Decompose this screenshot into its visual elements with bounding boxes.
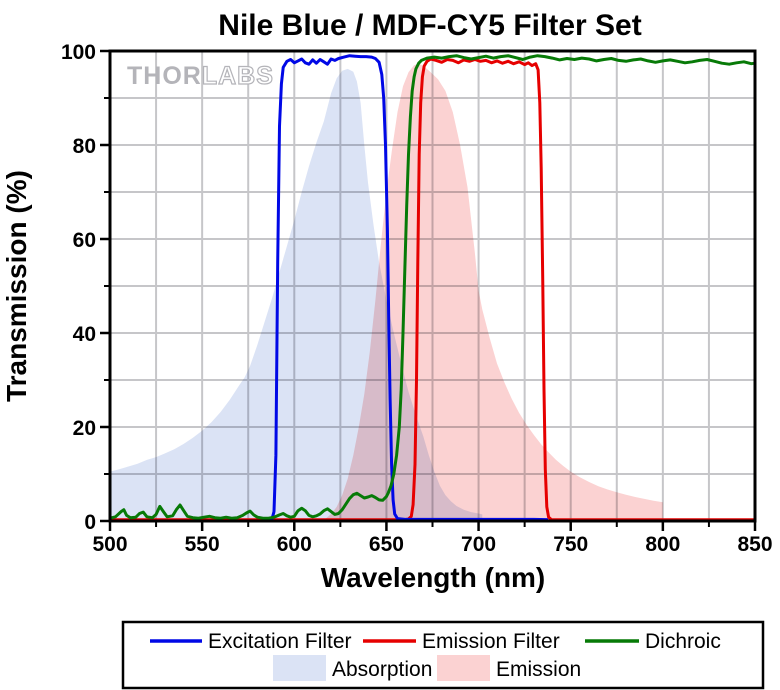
excitation-filter-curve <box>267 54 549 522</box>
dichroic-legend-label: Dichroic <box>645 630 721 653</box>
x-axis-title: Wavelength (nm) <box>321 562 546 593</box>
emission-filter-curve <box>108 57 757 522</box>
emission-area <box>325 63 663 521</box>
y-tick-label: 100 <box>61 41 96 64</box>
x-tick-label: 550 <box>185 533 220 556</box>
absorption-legend-label: Absorption <box>332 658 432 681</box>
x-tick-label: 750 <box>553 533 588 556</box>
y-axis-title: Transmission (%) <box>1 170 32 402</box>
plot-area: 500 550 600 650 700 750 800 850 0 20 40 60 80 100 <box>61 41 773 556</box>
y-tick-label: 0 <box>84 511 96 534</box>
thorlabs-watermark: THORLABS <box>127 62 274 90</box>
watermark-labs: LABS <box>202 62 274 90</box>
emission-filter-legend-label: Emission Filter <box>422 630 560 653</box>
x-tick-label: 600 <box>277 533 312 556</box>
x-tick-label: 850 <box>737 533 772 556</box>
emission-legend-label: Emission <box>496 658 581 681</box>
excitation-filter-legend-label: Excitation Filter <box>208 630 352 653</box>
x-tick-label: 800 <box>645 533 680 556</box>
absorption-legend-swatch <box>273 655 326 681</box>
dichroic-curve <box>108 54 757 520</box>
emission-legend-swatch <box>437 655 490 681</box>
chart-title: Nile Blue / MDF-CY5 Filter Set <box>218 9 641 42</box>
y-tick-label: 80 <box>73 135 96 158</box>
x-tick-label: 650 <box>369 533 404 556</box>
legend: Excitation Filter Emission Filter Dichro… <box>121 620 765 690</box>
y-tick-label: 60 <box>73 229 96 252</box>
watermark-thor: THOR <box>127 62 202 90</box>
y-tick-label: 40 <box>73 323 96 346</box>
y-tick-label: 20 <box>73 417 96 440</box>
plot-frame <box>108 49 757 523</box>
x-tick-label: 700 <box>461 533 496 556</box>
x-tick-label: 500 <box>92 533 127 556</box>
